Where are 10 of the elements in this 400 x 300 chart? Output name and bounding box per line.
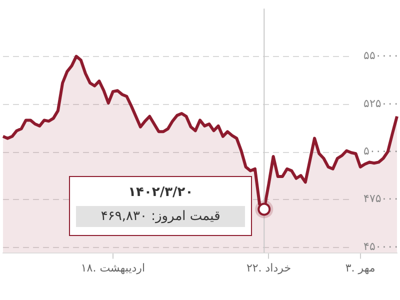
x-tick-label: ۲۲. خرداد bbox=[246, 261, 291, 274]
y-tick-label: ۴۷۵۰۰۰ bbox=[364, 192, 399, 206]
annotation: قیمت امروز: ۴۶۹,۸۳۰ bbox=[76, 206, 246, 228]
x-tick-label: ۱۸. اردیبهشت bbox=[80, 261, 146, 274]
annotation: ۱۴۰۲/۳/۲۰ bbox=[127, 185, 194, 200]
y-tick-label: ۵۲۵۰۰۰ bbox=[364, 96, 399, 110]
x-tick-label: ۳. مهر bbox=[345, 261, 376, 274]
y-tick-label: ۵۵۰۰۰۰ bbox=[364, 49, 399, 62]
tooltip-box: ۱۴۰۲/۳/۲۰ قیمت امروز: ۴۶۹,۸۳۰ bbox=[69, 176, 252, 236]
y-tick-label: ۴۵۰۰۰۰ bbox=[364, 240, 399, 253]
